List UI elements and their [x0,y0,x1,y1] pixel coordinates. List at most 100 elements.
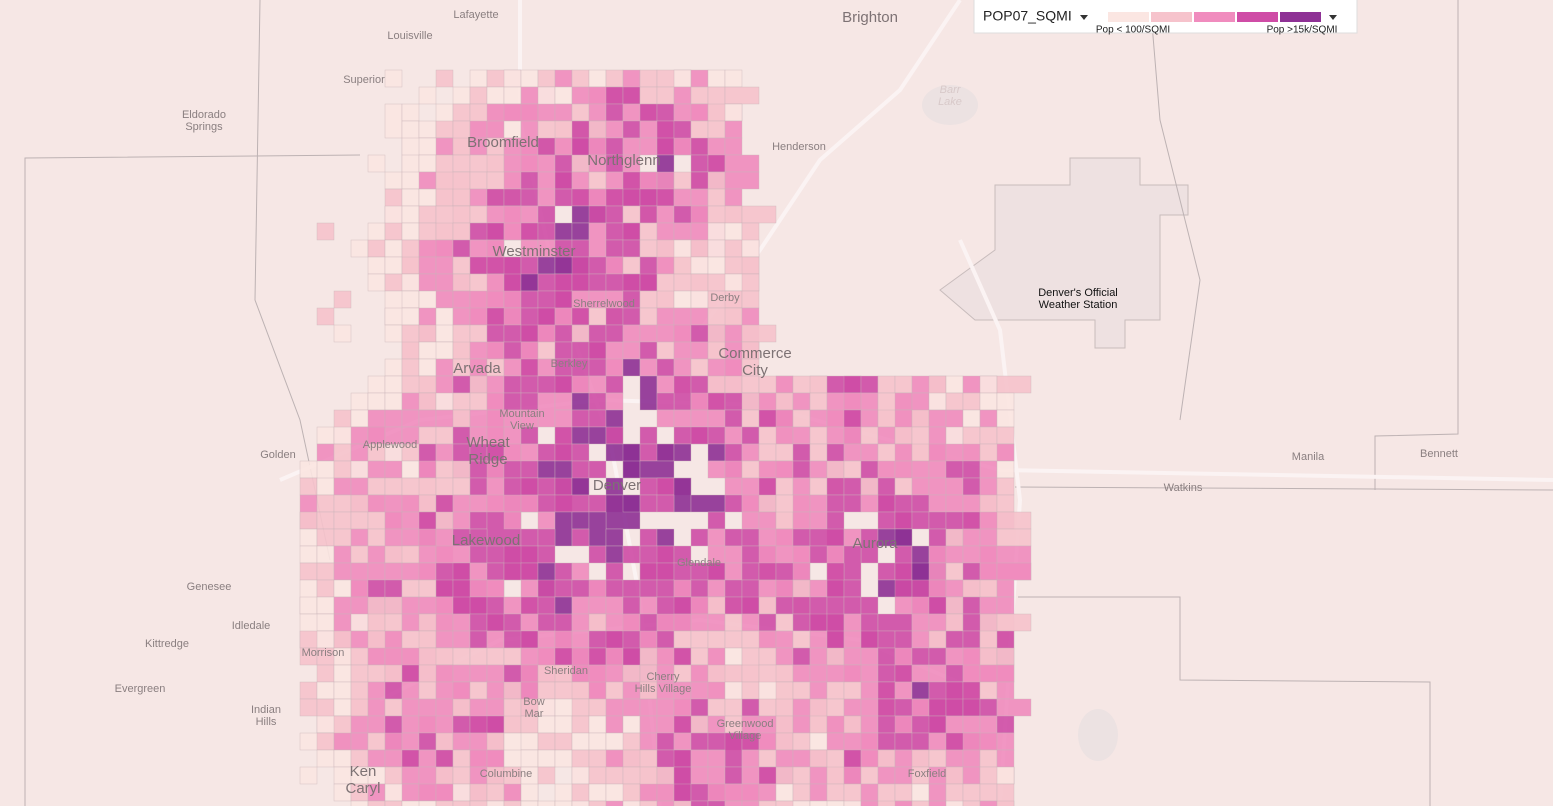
tract [962,698,981,717]
tract [622,698,641,717]
tract [894,392,913,411]
tract [792,443,811,462]
tract [588,171,607,190]
tract [452,86,471,105]
tract [843,698,862,717]
tract [486,613,505,632]
legend-swatch [1194,12,1235,22]
tract [639,103,658,122]
tract [452,256,471,275]
tract [435,647,454,666]
tract [673,375,692,411]
tract [673,290,692,309]
tract [384,69,403,88]
tract [469,511,488,530]
tract [418,630,437,649]
tract [996,579,1015,598]
tract [690,307,709,326]
tract [537,477,556,496]
tract [962,511,981,530]
tract [435,800,454,806]
place-label: Watkins [1164,482,1203,494]
tract [486,579,505,598]
tract [673,341,692,360]
tract [622,239,641,258]
tract [554,562,573,581]
tract [843,443,862,462]
tract [809,783,828,802]
tract [418,392,437,411]
tract [435,358,454,377]
tract [435,613,454,632]
tract [316,664,335,683]
tract [979,409,998,428]
field-dropdown[interactable] [1080,15,1088,20]
tract [537,154,556,173]
tract [775,477,794,496]
tract [809,630,828,649]
tract [350,732,369,751]
tract [537,222,556,241]
tract [962,630,981,649]
tract [537,171,556,190]
tract [996,613,1032,632]
tract [911,783,930,802]
tract [639,732,658,751]
tract [843,426,862,445]
tract [724,409,743,428]
tract [843,392,862,411]
tract [537,137,556,156]
tract [537,511,556,530]
tract [520,800,539,806]
tract [775,375,794,394]
tract [656,579,675,598]
legend-field[interactable]: POP07_SQMI [983,8,1072,24]
tract [350,613,369,632]
tract [435,120,454,139]
tract [996,528,1032,547]
tract [792,715,811,734]
tract [503,681,522,700]
tract [962,460,981,479]
tract [520,664,539,683]
tract [605,392,624,411]
tract [384,358,403,377]
tract [401,222,420,241]
tract [860,664,879,683]
tract [690,494,726,513]
tract [418,120,437,139]
tract [622,613,641,632]
ramp-dropdown[interactable] [1329,15,1337,20]
tract [894,681,913,700]
tract [639,69,658,88]
tract [911,681,930,700]
tract [418,460,437,479]
place-label: Bow [523,696,544,708]
tract [690,715,709,734]
tract [707,69,726,88]
tract [656,341,675,360]
tract [622,664,641,683]
tract [656,494,675,513]
tract [860,409,879,428]
tract [775,732,794,751]
tract [792,409,811,428]
tract [962,528,981,547]
tract [486,290,505,309]
tract [707,426,726,445]
tract [639,324,658,343]
tract [469,69,488,88]
tract [435,630,454,649]
tract [588,103,607,122]
tract [707,613,726,632]
county-line [1374,0,1459,490]
county-line [1149,0,1201,421]
tract [588,341,607,360]
tract [418,579,437,598]
tract [350,460,369,479]
tract [724,630,743,649]
tract [316,749,335,768]
tract [996,766,1015,785]
tract [928,392,947,411]
tract [945,613,964,632]
